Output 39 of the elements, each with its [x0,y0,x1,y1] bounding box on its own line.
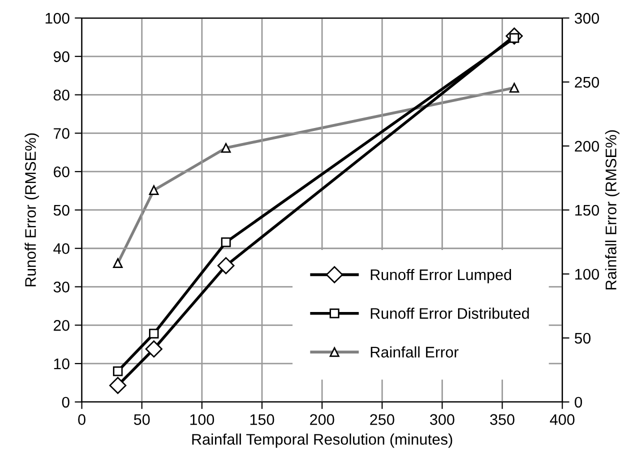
x-tick-label: 300 [430,414,454,425]
point [109,376,126,394]
y2-tick-label: 150 [575,204,600,216]
x-tick-label: 250 [370,414,394,425]
y2-tick-label: 100 [575,268,600,280]
y-tick-label: 10 [54,358,70,370]
x-tick-label: 50 [134,414,150,425]
legend-label: Runoff Error Distributed [370,308,529,319]
x-tick-label: 350 [490,414,514,425]
y-tick-label: 50 [54,204,70,216]
y-tick-label: 20 [54,320,70,331]
point [145,340,162,358]
y2-axis-title: Rainfall Error (RMSE%) [605,130,620,290]
y-tick-label: 70 [54,128,70,139]
legend-label: Runoff Error Lumped [370,268,512,284]
x-tick-label: 400 [550,414,574,425]
y-tick-label: 60 [54,166,70,178]
legend-label: Rainfall Error [370,346,459,358]
point [217,257,234,274]
y-tick-label: 40 [53,243,70,254]
y-tick-label: 100 [46,12,70,24]
y2-tick-label: 250 [574,76,600,88]
x-axis-title: Rainfall Temporal Resolution (minutes) [192,434,452,448]
x-tick-label: 150 [250,414,274,425]
y-tick-label: 0 [62,396,70,408]
y-axis-title: Runoff Error (RMSE%) [24,133,39,286]
y-tick-label: 80 [54,90,70,100]
y2-tick-label: 200 [574,140,600,152]
point [112,366,123,376]
y-tick-label: 30 [54,282,70,292]
y-tick-label: 90 [54,51,70,62]
x-tick-label: 200 [310,414,334,425]
y2-tick-label: 50 [574,332,591,344]
point [149,328,159,338]
y2-tick-label: 0 [574,396,582,408]
point [221,237,231,248]
y2-tick-label: 300 [574,12,600,24]
x-tick-label: 100 [190,414,214,425]
x-tick-label: 0 [78,414,86,425]
